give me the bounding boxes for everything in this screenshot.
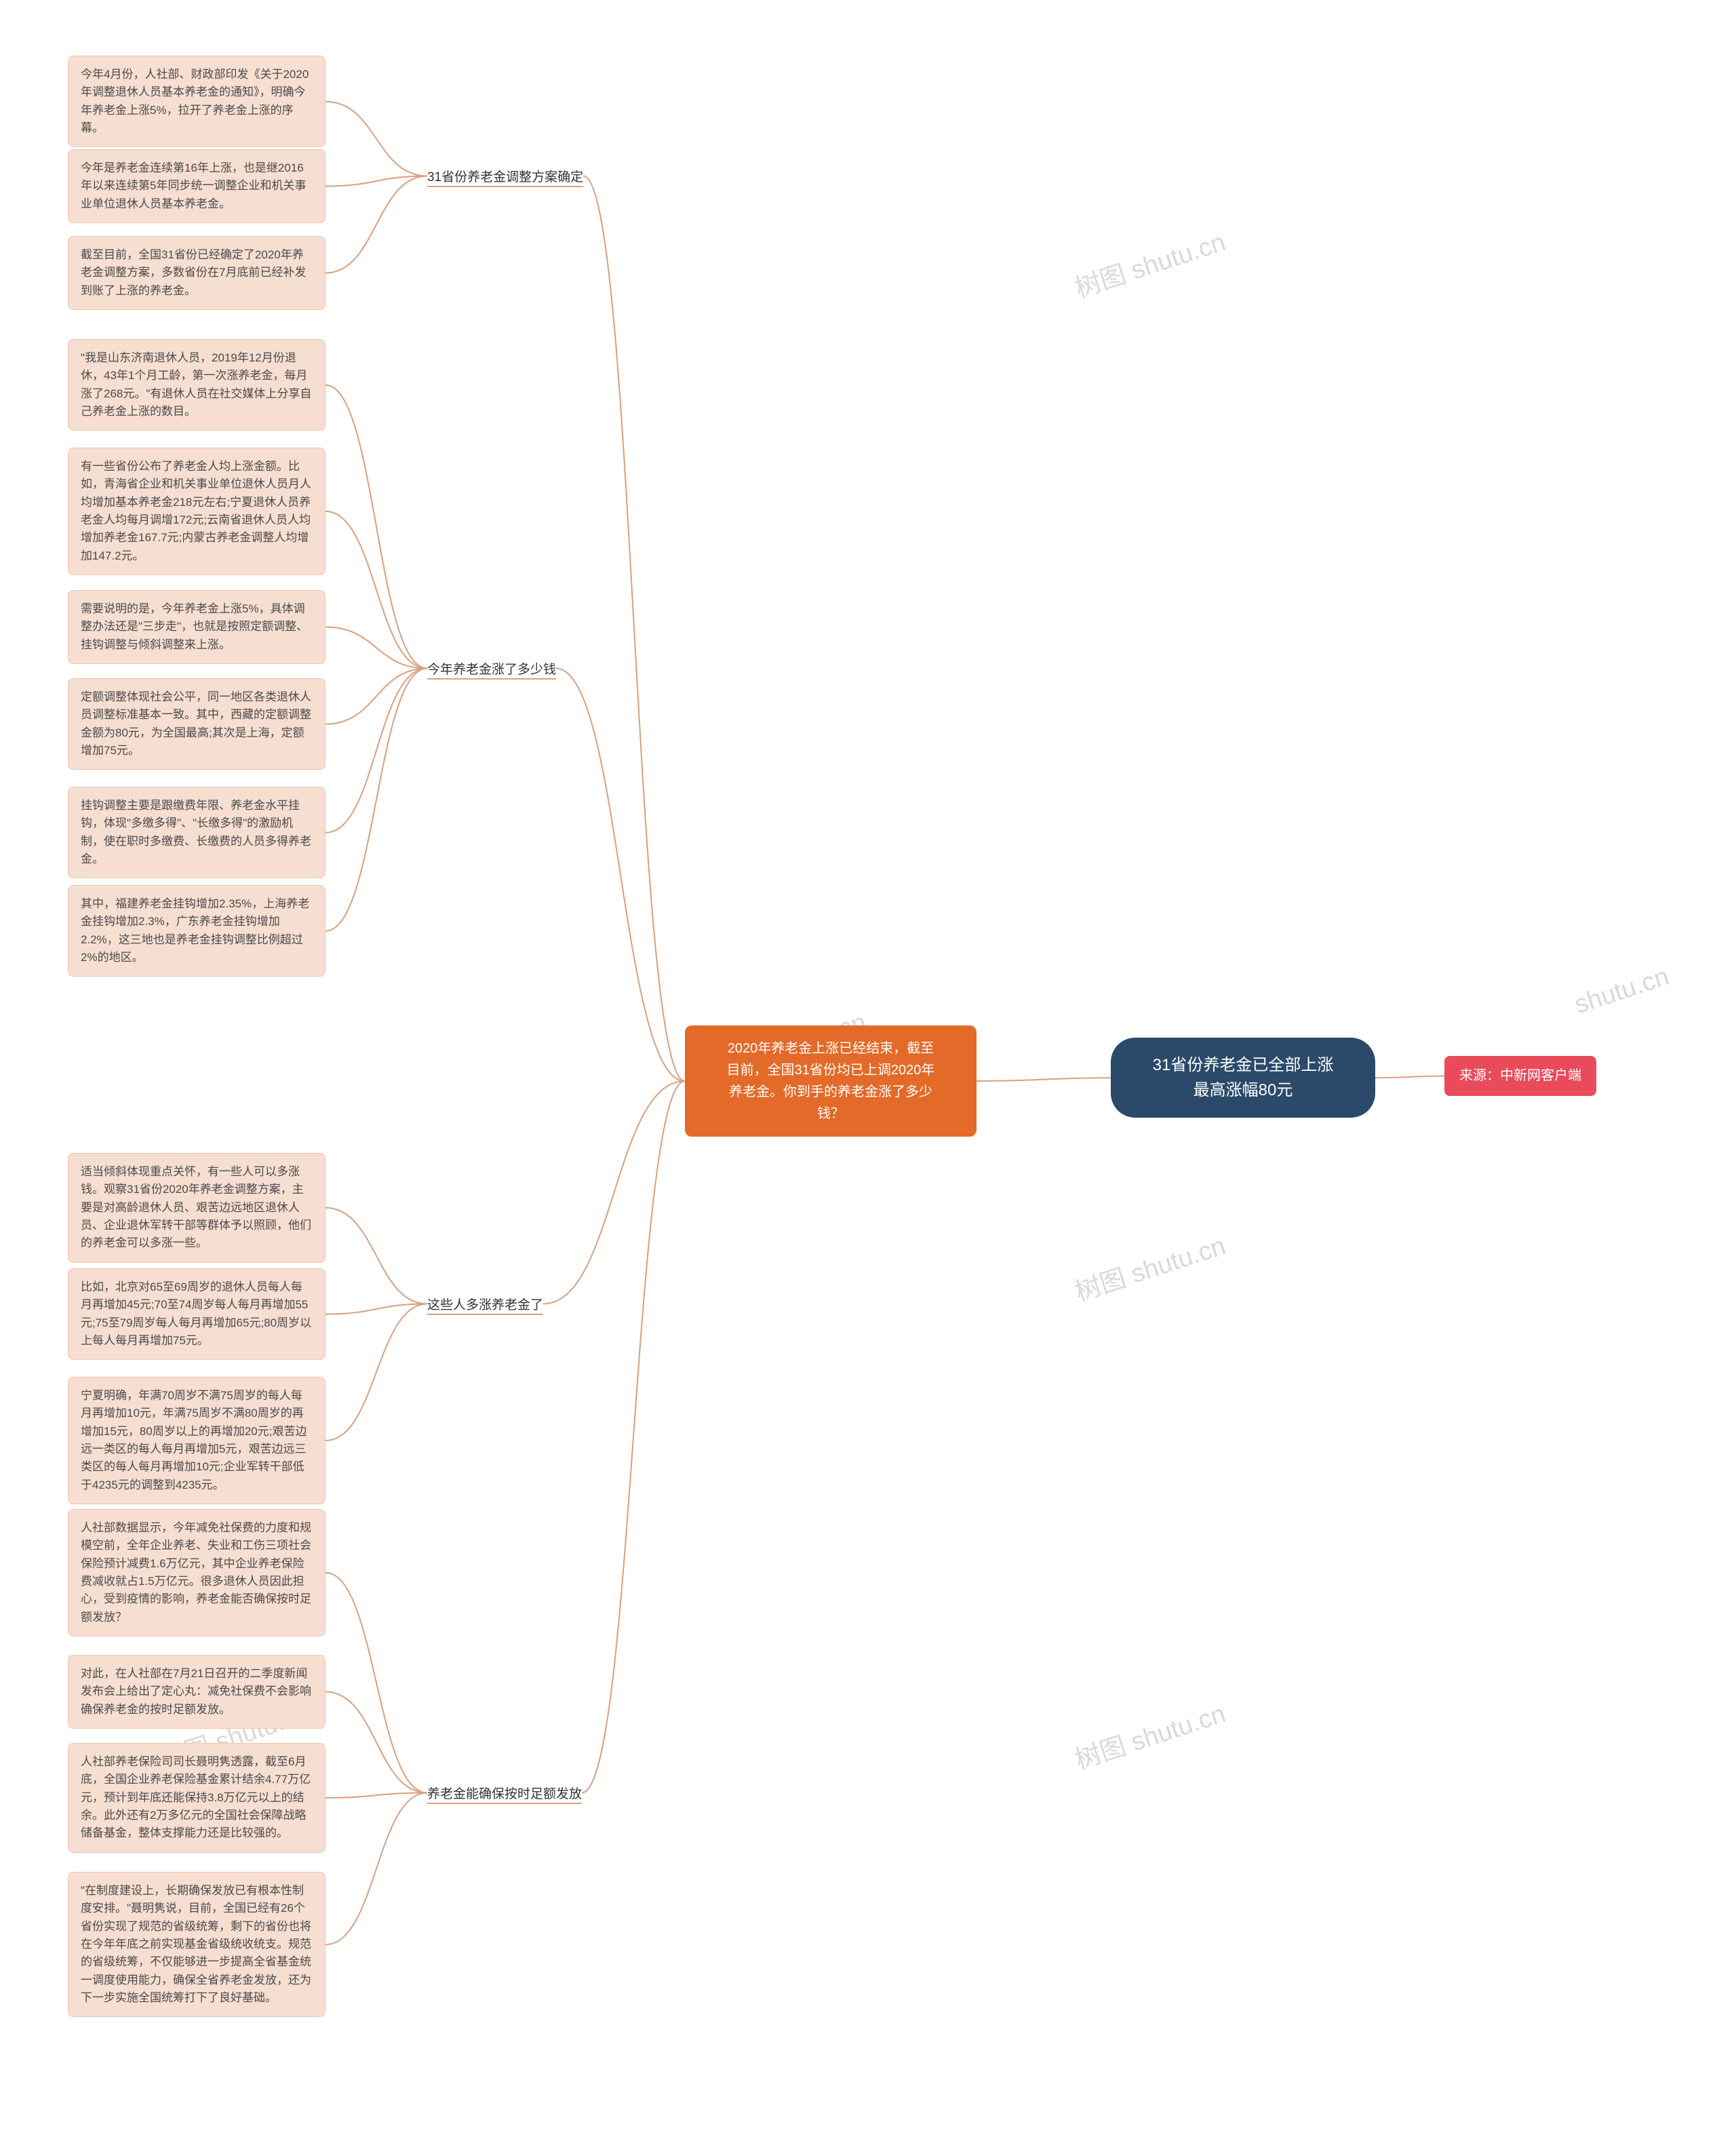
leaf-node: "我是山东济南退休人员，2019年12月份退休，43年1个月工龄，第一次涨养老金…	[68, 339, 326, 431]
watermark: 树图 shutu.cn	[1069, 1225, 1229, 1308]
leaf-node: "在制度建设上，长期确保发放已有根本性制度安排。"聂明隽说，目前，全国已经有26…	[68, 1872, 326, 2017]
main-line3: 养老金。你到手的养老金涨了多少	[700, 1081, 962, 1103]
leaf-node: 截至目前，全国31省份已经确定了2020年养老金调整方案，多数省份在7月底前已经…	[68, 236, 326, 310]
main-line4: 钱？	[700, 1103, 962, 1124]
root-title-line2: 最高涨幅80元	[1134, 1078, 1352, 1103]
leaf-node: 今年是养老金连续第16年上涨，也是继2016年以来连续第5年同步统一调整企业和机…	[68, 149, 326, 223]
main-question-node: 2020年养老金上涨已经结束，截至 目前，全国31省份均已上调2020年 养老金…	[685, 1025, 976, 1137]
main-line2: 目前，全国31省份均已上调2020年	[700, 1059, 962, 1081]
root-title-node: 31省份养老金已全部上涨 最高涨幅80元	[1111, 1038, 1375, 1118]
source-label: 来源：中新网客户端	[1459, 1068, 1581, 1083]
source-node: 来源：中新网客户端	[1444, 1056, 1596, 1096]
leaf-node: 需要说明的是，今年养老金上涨5%，具体调整办法还是"三步走"，也就是按照定额调整…	[68, 590, 326, 664]
leaf-node: 比如，北京对65至69周岁的退休人员每人每月再增加45元;70至74周岁每人每月…	[68, 1268, 326, 1360]
branch-label-3: 这些人多涨养老金了	[427, 1295, 543, 1313]
leaf-node: 定额调整体现社会公平，同一地区各类退休人员调整标准基本一致。其中，西藏的定额调整…	[68, 678, 326, 770]
leaf-node: 其中，福建养老金挂钩增加2.35%，上海养老金挂钩增加2.3%，广东养老金挂钩增…	[68, 885, 326, 977]
watermark: shutu.cn	[1571, 962, 1673, 1020]
branch-label-1: 31省份养老金调整方案确定	[427, 167, 583, 185]
leaf-node: 有一些省份公布了养老金人均上涨金额。比如，青海省企业和机关事业单位退休人员月人均…	[68, 448, 326, 575]
leaf-node: 挂钩调整主要是跟缴费年限、养老金水平挂钩，体现"多缴多得"、"长缴多得"的激励机…	[68, 787, 326, 878]
watermark: 树图 shutu.cn	[1069, 1693, 1229, 1776]
leaf-node: 今年4月份，人社部、财政部印发《关于2020年调整退休人员基本养老金的通知》，明…	[68, 56, 326, 147]
leaf-node: 人社部养老保险司司长聂明隽透露，截至6月底，全国企业养老保险基金累计结余4.77…	[68, 1743, 326, 1853]
branch-label-4: 养老金能确保按时足额发放	[427, 1784, 582, 1802]
main-line1: 2020年养老金上涨已经结束，截至	[700, 1038, 962, 1059]
watermark: 树图 shutu.cn	[1069, 221, 1229, 305]
leaf-node: 对此，在人社部在7月21日召开的二季度新闻发布会上给出了定心丸：减免社保费不会影…	[68, 1655, 326, 1729]
branch-label-2: 今年养老金涨了多少钱	[427, 659, 556, 678]
leaf-node: 适当倾斜体现重点关怀，有一些人可以多涨钱。观察31省份2020年养老金调整方案，…	[68, 1153, 326, 1263]
root-title-line1: 31省份养老金已全部上涨	[1134, 1053, 1352, 1078]
leaf-node: 宁夏明确，年满70周岁不满75周岁的每人每月再增加10元，年满75周岁不满80周…	[68, 1377, 326, 1504]
leaf-node: 人社部数据显示，今年减免社保费的力度和规模空前，全年企业养老、失业和工伤三项社会…	[68, 1509, 326, 1636]
